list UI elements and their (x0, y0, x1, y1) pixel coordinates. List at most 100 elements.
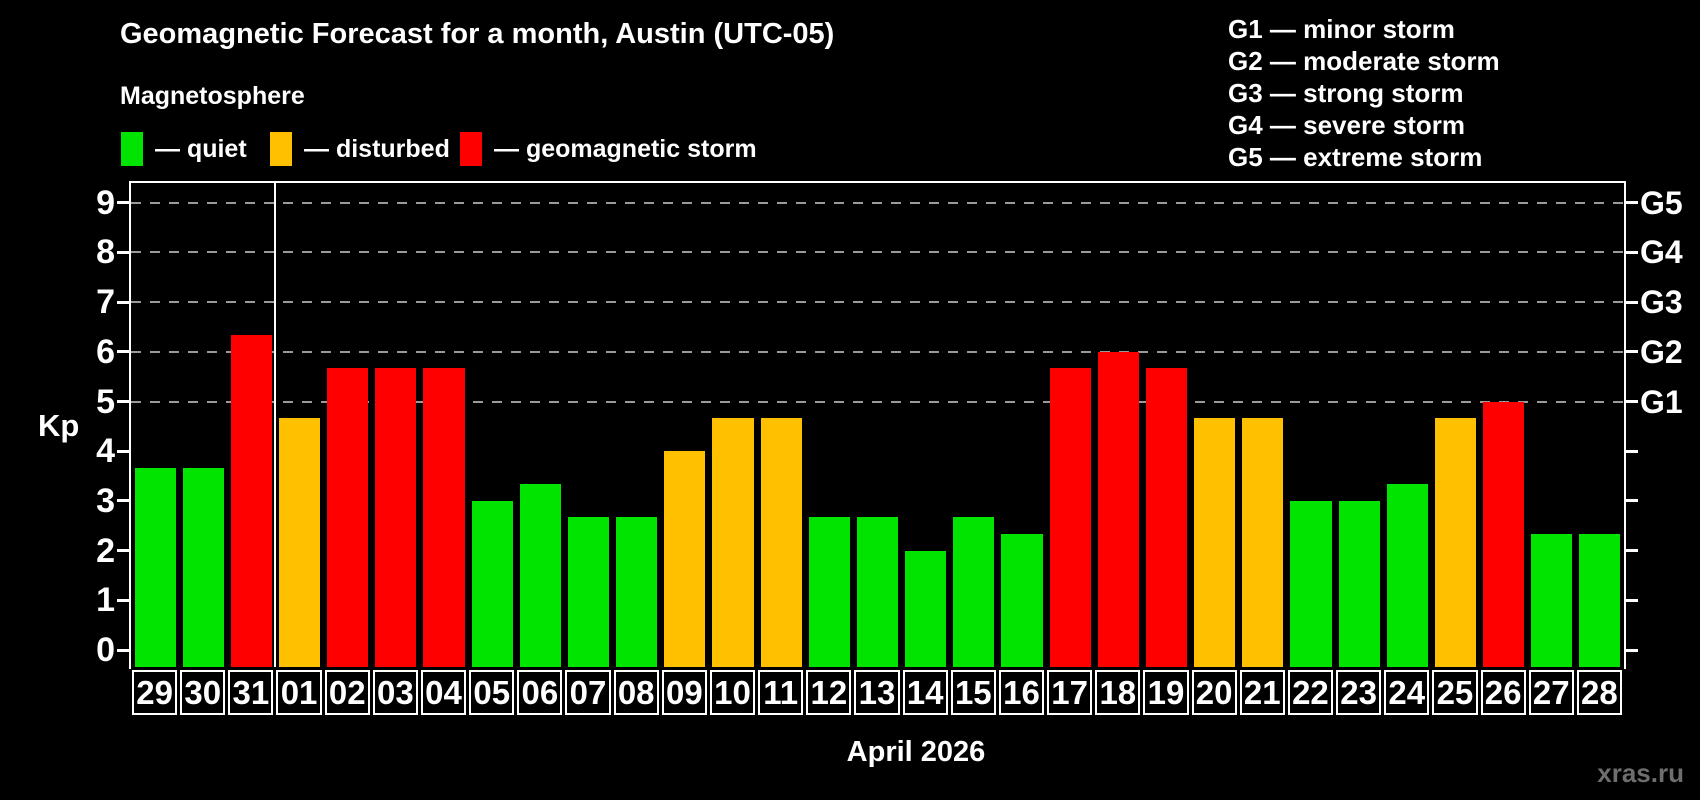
left-tick-kp3 (117, 499, 129, 503)
g4-legend-line: G4 — severe storm (1228, 110, 1466, 140)
right-tick-kp6 (1626, 350, 1638, 354)
kp-bar-14 (905, 550, 947, 667)
kp-bar-04 (423, 368, 465, 667)
kp-bar-20 (1194, 417, 1236, 667)
kp-bar-30 (182, 467, 224, 667)
day-label-08: 08 (613, 670, 659, 715)
kp-bar-09 (664, 451, 706, 667)
day-label-29: 29 (132, 670, 178, 715)
right-axis-label-g3: G3 (1640, 284, 1683, 321)
y-axis-label-9: 9 (96, 183, 115, 222)
kp-bar-17 (1049, 368, 1091, 667)
legend-item-disturbed: — disturbed (270, 130, 450, 168)
day-label-17: 17 (1047, 670, 1093, 715)
day-label-25: 25 (1432, 670, 1478, 715)
kp-bar-12 (808, 517, 850, 667)
kp-bar-11 (760, 417, 802, 667)
left-tick-kp0 (117, 648, 129, 652)
plot-area (129, 181, 1626, 669)
right-tick-kp0 (1626, 648, 1638, 652)
y-axis-label-1: 1 (96, 581, 115, 620)
day-label-15: 15 (950, 670, 996, 715)
right-axis-label-g1: G1 (1640, 383, 1683, 420)
kp-bar-08 (616, 517, 658, 667)
day-label-01: 01 (276, 670, 322, 715)
y-axis-label-0: 0 (96, 631, 115, 669)
left-tick-kp1 (117, 598, 129, 602)
kp-bar-28 (1579, 534, 1621, 667)
gridline-g5 (131, 201, 1624, 204)
day-label-24: 24 (1384, 670, 1430, 715)
y-axis-label-7: 7 (96, 283, 115, 322)
day-label-18: 18 (1095, 670, 1141, 715)
day-label-07: 07 (565, 670, 611, 715)
kp-bar-27 (1531, 534, 1573, 667)
kp-bar-13 (856, 517, 899, 667)
day-label-19: 19 (1143, 670, 1189, 715)
right-tick-kp3 (1626, 499, 1638, 503)
left-tick-kp9 (117, 201, 129, 205)
gridline-g4 (131, 251, 1624, 254)
day-label-23: 23 (1336, 670, 1382, 715)
y-axis-label-8: 8 (96, 233, 115, 272)
left-tick-kp6 (117, 350, 129, 354)
month-divider-line (274, 183, 277, 667)
day-label-14: 14 (902, 670, 948, 715)
gridline-g2 (131, 350, 1624, 353)
x-axis-title: April 2026 (846, 736, 986, 768)
legend-storm-label: — geomagnetic storm (494, 134, 757, 163)
chart-title: Geomagnetic Forecast for a month, Austin… (120, 18, 835, 50)
storm-scale-legend: G1 — minor storm G2 — moderate storm G3 … (1228, 13, 1500, 173)
kp-bar-15 (953, 517, 995, 667)
left-tick-kp7 (117, 300, 129, 304)
kp-bar-10 (712, 417, 754, 667)
right-tick-kp8 (1626, 250, 1638, 254)
kp-bar-29 (134, 467, 176, 667)
right-tick-kp9 (1626, 201, 1638, 205)
left-tick-kp5 (117, 400, 129, 403)
y-axis-label-5: 5 (96, 382, 115, 421)
legend-quiet-label: — quiet (155, 134, 247, 163)
day-label-12: 12 (806, 670, 852, 715)
right-axis-label-g2: G2 (1640, 333, 1683, 370)
kp-bar-16 (1001, 534, 1043, 667)
watermark: xras.ru (1597, 758, 1684, 788)
right-tick-kp4 (1626, 449, 1638, 453)
day-label-10: 10 (709, 670, 756, 715)
kp-bar-03 (375, 368, 417, 667)
day-label-30: 30 (180, 670, 226, 715)
day-label-11: 11 (758, 670, 804, 715)
day-label-13: 13 (854, 670, 900, 715)
g5-legend-line: G5 — extreme storm (1228, 142, 1483, 172)
day-label-05: 05 (469, 670, 515, 715)
y-axis-title: Kp (38, 408, 80, 443)
day-label-03: 03 (372, 670, 418, 715)
kp-bar-24 (1386, 484, 1428, 667)
y-axis-label-2: 2 (96, 531, 115, 570)
kp-bar-26 (1483, 401, 1525, 667)
kp-bar-19 (1145, 368, 1188, 667)
kp-bar-07 (567, 517, 610, 667)
kp-bar-25 (1434, 417, 1476, 667)
left-tick-kp4 (117, 449, 129, 453)
left-tick-kp8 (117, 250, 129, 254)
y-axis-label-4: 4 (96, 432, 115, 471)
kp-bar-31 (230, 335, 272, 667)
kp-bar-02 (327, 368, 369, 667)
right-tick-kp1 (1626, 598, 1638, 602)
g3-legend-line: G3 — strong storm (1228, 78, 1464, 108)
legend-item-storm: — geomagnetic storm (460, 130, 757, 168)
kp-bar-01 (278, 417, 321, 667)
day-label-28: 28 (1576, 670, 1622, 715)
day-label-16: 16 (998, 670, 1045, 715)
right-tick-kp7 (1626, 300, 1638, 304)
g2-legend-line: G2 — moderate storm (1228, 46, 1500, 76)
storm-color-swatch (460, 132, 482, 166)
legend-disturbed-label: — disturbed (304, 134, 450, 163)
kp-bar-21 (1242, 417, 1284, 667)
day-label-09: 09 (661, 670, 707, 715)
right-axis-label-g4: G4 (1640, 234, 1683, 271)
gridline-g1 (131, 400, 1624, 403)
right-tick-kp2 (1626, 549, 1638, 553)
